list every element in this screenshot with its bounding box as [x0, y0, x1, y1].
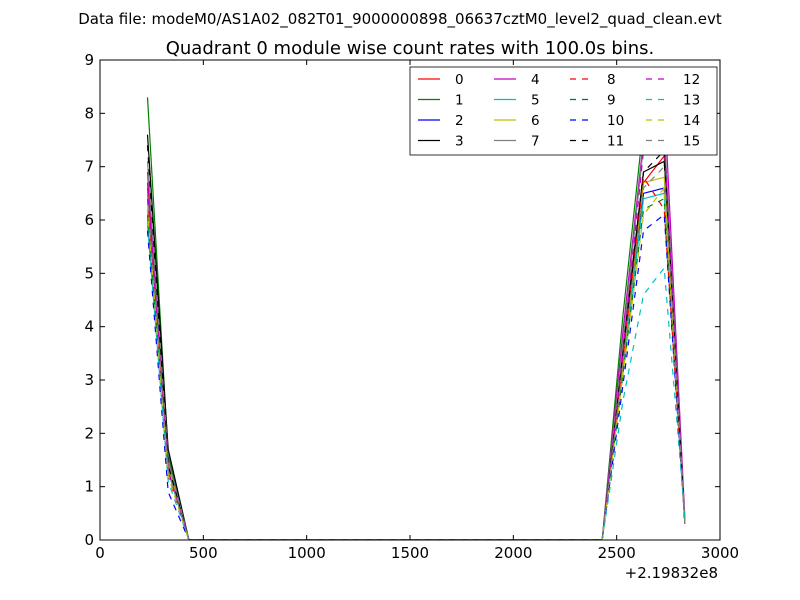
series-line-8 — [146, 175, 686, 540]
series-line-6 — [146, 176, 686, 540]
series-line-0 — [146, 154, 686, 540]
series-line-3 — [146, 134, 686, 540]
legend-label-0: 0 — [455, 72, 464, 88]
legend-label-2: 2 — [455, 113, 464, 129]
legend-label-15: 15 — [683, 134, 700, 150]
x-tick-label: 0 — [95, 544, 105, 562]
legend-label-6: 6 — [531, 113, 540, 129]
legend-label-5: 5 — [531, 93, 540, 109]
y-tick-label: 9 — [84, 51, 94, 69]
legend-label-4: 4 — [531, 72, 540, 88]
legend-label-12: 12 — [683, 72, 700, 88]
legend-label-14: 14 — [683, 113, 700, 129]
series-line-15 — [146, 165, 686, 540]
legend-label-9: 9 — [607, 93, 616, 109]
x-axis-offset-label: +2.19832e8 — [625, 564, 718, 582]
series-line-9 — [146, 197, 686, 540]
series-line-14 — [146, 186, 686, 540]
legend-label-7: 7 — [531, 134, 540, 150]
y-tick-label: 6 — [84, 211, 94, 229]
legend-label-11: 11 — [607, 134, 624, 150]
y-tick-label: 0 — [84, 531, 94, 549]
x-tick-label: 500 — [189, 544, 218, 562]
series-line-5 — [146, 192, 686, 540]
legend-label-8: 8 — [607, 72, 616, 88]
series-line-11 — [146, 145, 686, 540]
series-line-10 — [146, 213, 686, 540]
legend-frame — [409, 66, 718, 156]
x-tick-label: 2000 — [494, 544, 532, 562]
series-line-12 — [146, 139, 686, 540]
legend-label-3: 3 — [455, 134, 464, 150]
legend-label-13: 13 — [683, 93, 700, 109]
y-tick-label: 7 — [84, 158, 94, 176]
series-layer — [146, 97, 686, 540]
series-line-1 — [146, 97, 686, 540]
series-line-2 — [146, 187, 686, 540]
y-tick-label: 4 — [84, 318, 94, 336]
legend-label-1: 1 — [455, 93, 464, 109]
x-tick-label: 3000 — [701, 544, 739, 562]
series-line-7 — [146, 128, 686, 540]
x-axis: 0 500 1000 1500 2000 2500 3000 — [95, 60, 739, 562]
x-tick-label: 1500 — [391, 544, 429, 562]
legend-label-10: 10 — [607, 113, 624, 129]
y-tick-label: 2 — [84, 424, 94, 442]
y-tick-label: 3 — [84, 371, 94, 389]
y-tick-label: 5 — [84, 264, 94, 282]
y-tick-label: 1 — [84, 478, 94, 496]
x-tick-label: 1000 — [288, 544, 326, 562]
chart-title: Quadrant 0 module wise count rates with … — [166, 38, 655, 59]
series-line-13 — [146, 225, 686, 540]
series-line-4 — [146, 97, 686, 540]
y-tick-label: 8 — [84, 104, 94, 122]
figure-suptitle: Data file: modeM0/AS1A02_082T01_90000008… — [78, 10, 722, 29]
x-tick-label: 2500 — [598, 544, 636, 562]
